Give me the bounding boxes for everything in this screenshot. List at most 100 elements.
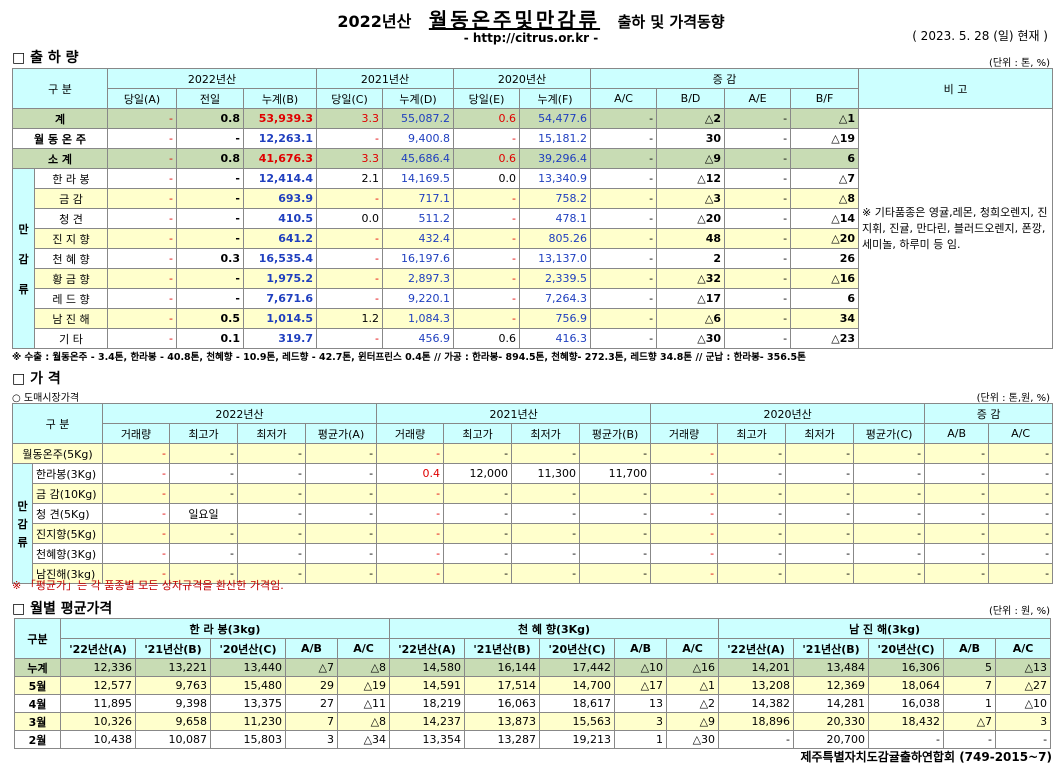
table-cell: - <box>650 543 719 564</box>
table-cell: - <box>724 208 792 229</box>
table-cell: 511.2 <box>382 208 455 229</box>
table-cell: △19 <box>790 128 860 149</box>
row-label: 4월 <box>14 694 61 713</box>
table-cell: - <box>376 523 445 544</box>
col-header: A/B <box>924 423 990 444</box>
table-cell: - <box>443 523 513 544</box>
price-col-2021: 2021년산 <box>376 403 652 424</box>
col-header: '22년산(A) <box>718 638 795 659</box>
table-row: 남 진 해 -0.5 1,014.5 1.2 1,084.3-756.9- △6-34 <box>12 308 1053 329</box>
table-cell: - <box>237 443 306 464</box>
shipment-section-title: □ 출 하 량 <box>12 50 79 66</box>
table-cell: △7 <box>943 712 997 731</box>
col-header: A/C <box>988 423 1054 444</box>
price-col-gubun: 구 분 <box>12 403 103 444</box>
col-header: 누계(D) <box>382 88 455 109</box>
col-header: 거래량 <box>102 423 170 444</box>
table-row: 천혜향(3Kg) - - - - - - - - - - - - - - <box>12 543 1054 564</box>
table-cell: - <box>102 523 170 544</box>
table-row: 남진해(3kg) - - - - - - - - - - - - - - <box>12 563 1054 584</box>
table-cell: - <box>650 463 719 484</box>
table-cell: - <box>376 443 445 464</box>
table-row: 누계 12,336 13,221 13,440 △7 △8 14,580 16,144 17,4… <box>14 658 1052 677</box>
table-cell: 12,369 <box>793 676 870 695</box>
col-header: 최고가 <box>717 423 787 444</box>
table-row: 4월 11,895 9,398 13,375 27 △11 18,219 16,063 18,6… <box>14 694 1052 713</box>
col-2021: 2021년산 <box>316 68 455 89</box>
table-row: 계 -0.8 53,939.3 3.3 55,087.2 0.6 54,477.6- △2- △… <box>12 108 1054 349</box>
table-cell: - <box>102 503 170 524</box>
side-char: 만 <box>17 499 28 513</box>
table-cell: 53,939.3 <box>242 108 318 129</box>
table-cell: - <box>724 288 792 309</box>
table-cell: △17 <box>656 288 726 309</box>
table-cell: - <box>453 128 521 149</box>
table-cell: 0.6 <box>453 328 521 349</box>
table-cell: 805.26 <box>519 228 592 249</box>
row-label: 청 견 <box>34 208 108 229</box>
table-cell: - <box>453 208 521 229</box>
table-cell: - <box>924 563 990 584</box>
table-cell: - <box>717 443 787 464</box>
table-cell: 456.9 <box>382 328 455 349</box>
table-cell: - <box>316 228 384 249</box>
row-label: 금 감 <box>34 188 108 209</box>
table-cell: - <box>316 328 384 349</box>
table-cell: 7 <box>943 676 997 695</box>
table-row: 5월 12,577 9,763 15,480 29 △19 14,591 17,514 14,7… <box>14 676 1052 695</box>
table-cell: - <box>650 443 719 464</box>
table-cell: - <box>176 288 244 309</box>
table-cell: 14,281 <box>793 694 870 713</box>
table-cell: - <box>650 523 719 544</box>
price-section-title: □ 가 격 <box>12 371 61 387</box>
table-cell: △7 <box>285 658 338 677</box>
table-cell: 410.5 <box>242 208 318 229</box>
col-gubun: 구분 <box>14 618 61 659</box>
table-cell: - <box>511 443 581 464</box>
row-label: 진 지 향 <box>34 228 108 249</box>
col-header: 평균가(B) <box>579 423 652 444</box>
table-row: 월 동 온 주 - -12,263.1-9,400.8-15,181.2-30- △1… <box>12 128 1053 149</box>
table-cell: △20 <box>656 208 726 229</box>
table-cell: - <box>376 483 445 504</box>
table-cell: - <box>590 328 658 349</box>
table-cell: - <box>102 463 170 484</box>
table-cell: 416.3 <box>519 328 592 349</box>
table-cell: △8 <box>790 188 860 209</box>
table-cell: - <box>724 188 792 209</box>
row-label: 청 견(5Kg) <box>32 503 103 524</box>
table-cell: 9,763 <box>135 676 211 695</box>
table-cell: 641.2 <box>242 228 318 249</box>
row-label: 레 드 향 <box>34 288 108 309</box>
table-cell: - <box>443 483 513 504</box>
table-cell: 6 <box>790 288 860 309</box>
table-cell: 3.3 <box>316 148 384 169</box>
row-label: 남 진 해 <box>34 308 108 329</box>
col-header: '21년산(B) <box>793 638 870 659</box>
table-cell: △8 <box>336 658 391 677</box>
report-date: ( 2023. 5. 28 (일) 현재 ) <box>912 29 1048 43</box>
table-cell: △16 <box>790 268 860 289</box>
col-header: 평균가(A) <box>304 423 378 444</box>
table-cell: △14 <box>790 208 860 229</box>
monthly-section-title: □ 월별 평균가격 <box>12 601 113 617</box>
table-cell: 27 <box>285 694 338 713</box>
group-header: 천 혜 향(3Kg) <box>389 618 720 639</box>
table-cell: 758.2 <box>519 188 592 209</box>
table-cell: 2 <box>656 248 726 269</box>
col-header: '21년산(B) <box>464 638 541 659</box>
table-cell: 16,063 <box>464 694 541 713</box>
table-cell: - <box>590 148 658 169</box>
table-cell: 14,169.5 <box>382 168 455 189</box>
table-cell: 2.1 <box>316 168 384 189</box>
table-cell: - <box>453 228 521 249</box>
table-cell: 12,414.4 <box>242 168 318 189</box>
table-cell: 10,438 <box>60 730 136 749</box>
table-cell: 18,219 <box>389 694 466 713</box>
table-cell: 1 <box>614 730 668 749</box>
table-cell: - <box>785 463 855 484</box>
table-cell: - <box>304 463 378 484</box>
table-cell: - <box>579 563 652 584</box>
table-cell: - <box>988 483 1054 504</box>
